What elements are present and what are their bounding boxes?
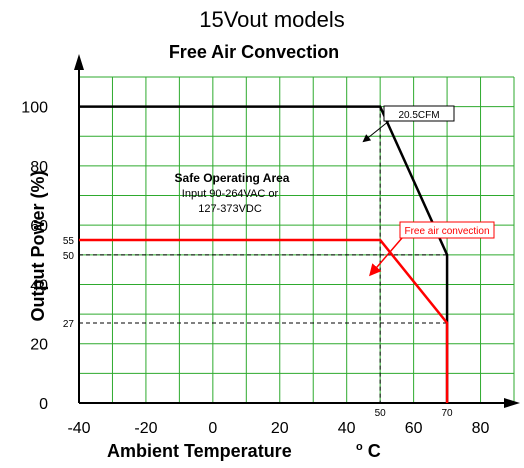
safe-area-input-line-1: Input 90-264VAC or	[182, 188, 279, 200]
y-tick-label: 20	[30, 337, 48, 354]
x-minor-tick-label: 70	[442, 408, 454, 419]
y-minor-tick-label: 50	[63, 251, 75, 262]
callout-black-label: 20.5CFM	[398, 110, 439, 121]
y-tick-label: 40	[30, 277, 48, 294]
x-tick-label: 0	[208, 420, 217, 437]
x-tick-label: 80	[472, 420, 490, 437]
callout-red-label: Free air convection	[404, 226, 489, 237]
axes	[74, 54, 520, 408]
y-tick-label: 0	[39, 396, 48, 413]
callouts: 20.5CFM Free air convection	[362, 105, 495, 277]
safe-area-input-line-2: 127-373VDC	[198, 203, 262, 215]
y-tick-label: 60	[30, 218, 48, 235]
series-line	[79, 238, 449, 403]
y-axis-arrow	[74, 54, 84, 70]
x-axis-unit: o C	[356, 441, 381, 461]
y-minor-tick-label: 27	[63, 319, 75, 330]
callout-black-arrow	[362, 120, 390, 143]
x-tick-label: -40	[67, 420, 90, 437]
callout-red-box	[399, 221, 495, 239]
chart-subtitle: Free Air Convection	[169, 42, 339, 62]
y-axis-label: Output Power (%)	[28, 171, 48, 322]
y-minor-tick-label: 55	[63, 236, 75, 247]
x-tick-label: 40	[338, 420, 356, 437]
chart-title: 15Vout models	[199, 7, 345, 32]
x-tick-label: -20	[134, 420, 157, 437]
guide-lines	[79, 106, 448, 403]
x-minor-tick-label: 50	[375, 408, 387, 419]
tick-labels: -40 -20 0 20 40 60 80 0 20 40 60 80 100 50 70 27 50 55	[21, 100, 489, 437]
x-tick-label: 60	[405, 420, 423, 437]
callout-black-box	[383, 105, 455, 122]
x-axis-label: Ambient Temperature	[107, 441, 292, 461]
safe-area-title: Safe Operating Area	[175, 171, 290, 185]
x-tick-label: 20	[271, 420, 289, 437]
y-tick-label: 100	[21, 100, 48, 117]
series-group	[79, 105, 449, 403]
x-axis-arrow	[504, 398, 520, 408]
y-tick-label: 80	[30, 159, 48, 176]
callout-red-arrow	[369, 237, 403, 277]
